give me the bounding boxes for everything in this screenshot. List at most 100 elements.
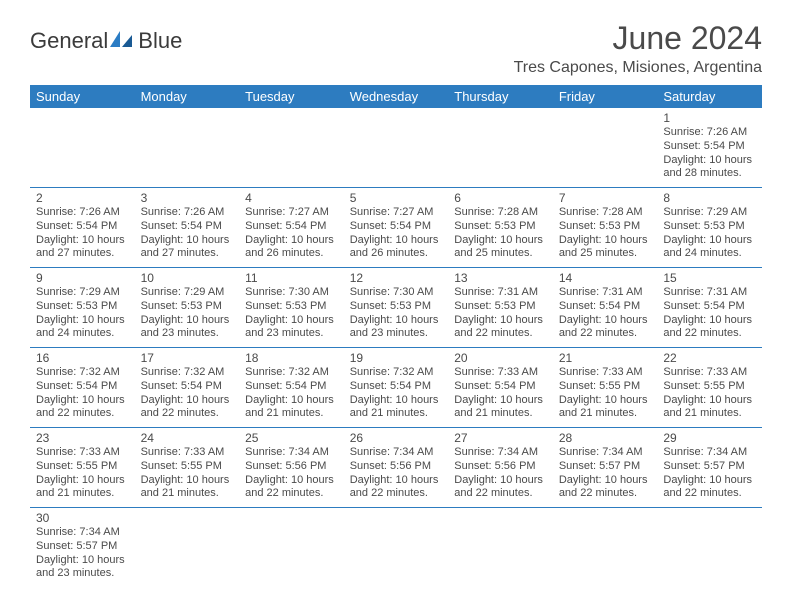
title-block: June 2024 Tres Capones, Misiones, Argent… (514, 20, 762, 77)
calendar-row: 2 Sunrise: 7:26 AMSunset: 5:54 PMDaylight… (30, 188, 762, 268)
dayhead-sat: Saturday (657, 85, 762, 108)
day-info: Sunrise: 7:32 AMSunset: 5:54 PMDaylight:… (245, 366, 338, 421)
day-cell: 6Sunrise: 7:28 AMSunset: 5:53 PMDaylight… (448, 188, 553, 268)
day-number: 9 (36, 271, 129, 285)
empty-cell (239, 108, 344, 188)
day-number: 1 (663, 111, 756, 125)
day-info: Sunrise: 7:32 AMSunset: 5:54 PMDaylight:… (350, 366, 443, 421)
day-number: 27 (454, 431, 547, 445)
dayhead-mon: Monday (135, 85, 240, 108)
day-info: Sunrise: 7:27 AMSunset: 5:54 PMDaylight:… (350, 206, 443, 261)
day-number: 21 (559, 351, 652, 365)
day-info: Sunrise: 7:34 AMSunset: 5:57 PMDaylight:… (559, 446, 652, 501)
calendar-row: 9Sunrise: 7:29 AMSunset: 5:53 PMDaylight… (30, 268, 762, 348)
day-cell: 22Sunrise: 7:33 AMSunset: 5:55 PMDayligh… (657, 348, 762, 428)
day-number: 8 (663, 191, 756, 205)
day-info: Sunrise: 7:34 AMSunset: 5:56 PMDaylight:… (245, 446, 338, 501)
day-info: Sunrise: 7:33 AMSunset: 5:55 PMDaylight:… (559, 366, 652, 421)
dayhead-sun: Sunday (30, 85, 135, 108)
day-number: 7 (559, 191, 652, 205)
day-number: 16 (36, 351, 129, 365)
day-cell: 30Sunrise: 7:34 AMSunset: 5:57 PMDayligh… (30, 508, 135, 588)
calendar-row: 1Sunrise: 7:26 AMSunset: 5:54 PMDaylight… (30, 108, 762, 188)
day-number: 12 (350, 271, 443, 285)
day-info: Sunrise: 7:31 AMSunset: 5:54 PMDaylight:… (559, 286, 652, 341)
day-number: 30 (36, 511, 129, 525)
day-number: 10 (141, 271, 234, 285)
day-cell: 28Sunrise: 7:34 AMSunset: 5:57 PMDayligh… (553, 428, 658, 508)
header: General Blue June 2024 Tres Capones, Mis… (30, 20, 762, 77)
day-info: Sunrise: 7:33 AMSunset: 5:54 PMDaylight:… (454, 366, 547, 421)
empty-cell (344, 508, 449, 588)
empty-cell (448, 508, 553, 588)
day-info: Sunrise: 7:31 AMSunset: 5:54 PMDaylight:… (663, 286, 756, 341)
day-cell: 20Sunrise: 7:33 AMSunset: 5:54 PMDayligh… (448, 348, 553, 428)
day-info: Sunrise: 7:34 AMSunset: 5:57 PMDaylight:… (36, 526, 129, 581)
dayhead-tue: Tuesday (239, 85, 344, 108)
day-number: 18 (245, 351, 338, 365)
day-number: 28 (559, 431, 652, 445)
day-number: 22 (663, 351, 756, 365)
day-cell: 7Sunrise: 7:28 AMSunset: 5:53 PMDaylight… (553, 188, 658, 268)
day-number: 25 (245, 431, 338, 445)
day-number: 5 (350, 191, 443, 205)
day-info: Sunrise: 7:30 AMSunset: 5:53 PMDaylight:… (350, 286, 443, 341)
month-title: June 2024 (514, 20, 762, 57)
day-cell: 2Sunrise: 7:26 AMSunset: 5:54 PMDaylight… (30, 188, 135, 268)
day-cell: 3Sunrise: 7:26 AMSunset: 5:54 PMDaylight… (135, 188, 240, 268)
day-info: Sunrise: 7:29 AMSunset: 5:53 PMDaylight:… (141, 286, 234, 341)
day-number: 13 (454, 271, 547, 285)
day-info: Sunrise: 7:34 AMSunset: 5:57 PMDaylight:… (663, 446, 756, 501)
day-info: Sunrise: 7:33 AMSunset: 5:55 PMDaylight:… (141, 446, 234, 501)
day-info: Sunrise: 7:32 AMSunset: 5:54 PMDaylight:… (36, 366, 129, 421)
logo-text-blue: Blue (138, 28, 182, 54)
day-info: Sunrise: 7:28 AMSunset: 5:53 PMDaylight:… (454, 206, 547, 261)
calendar-row: 23Sunrise: 7:33 AMSunset: 5:55 PMDayligh… (30, 428, 762, 508)
day-info: Sunrise: 7:31 AMSunset: 5:53 PMDaylight:… (454, 286, 547, 341)
day-info: Sunrise: 7:34 AMSunset: 5:56 PMDaylight:… (350, 446, 443, 501)
day-info: Sunrise: 7:30 AMSunset: 5:53 PMDaylight:… (245, 286, 338, 341)
day-info: Sunrise: 7:26 AMSunset: 5:54 PMDaylight:… (663, 126, 756, 181)
day-cell: 25Sunrise: 7:34 AMSunset: 5:56 PMDayligh… (239, 428, 344, 508)
day-cell: 16Sunrise: 7:32 AMSunset: 5:54 PMDayligh… (30, 348, 135, 428)
day-number: 19 (350, 351, 443, 365)
empty-cell (448, 108, 553, 188)
day-info: Sunrise: 7:32 AMSunset: 5:54 PMDaylight:… (141, 366, 234, 421)
empty-cell (135, 108, 240, 188)
dayhead-fri: Friday (553, 85, 658, 108)
day-number: 24 (141, 431, 234, 445)
day-cell: 9Sunrise: 7:29 AMSunset: 5:53 PMDaylight… (30, 268, 135, 348)
day-cell: 29Sunrise: 7:34 AMSunset: 5:57 PMDayligh… (657, 428, 762, 508)
day-info: Sunrise: 7:26 AMSunset: 5:54 PMDaylight:… (141, 206, 234, 261)
day-cell: 14Sunrise: 7:31 AMSunset: 5:54 PMDayligh… (553, 268, 658, 348)
day-cell: 21Sunrise: 7:33 AMSunset: 5:55 PMDayligh… (553, 348, 658, 428)
day-info: Sunrise: 7:34 AMSunset: 5:56 PMDaylight:… (454, 446, 547, 501)
day-cell: 1Sunrise: 7:26 AMSunset: 5:54 PMDaylight… (657, 108, 762, 188)
calendar-body: 1Sunrise: 7:26 AMSunset: 5:54 PMDaylight… (30, 108, 762, 587)
day-info: Sunrise: 7:27 AMSunset: 5:54 PMDaylight:… (245, 206, 338, 261)
empty-cell (657, 508, 762, 588)
day-cell: 23Sunrise: 7:33 AMSunset: 5:55 PMDayligh… (30, 428, 135, 508)
day-cell: 18Sunrise: 7:32 AMSunset: 5:54 PMDayligh… (239, 348, 344, 428)
day-cell: 24Sunrise: 7:33 AMSunset: 5:55 PMDayligh… (135, 428, 240, 508)
day-number: 17 (141, 351, 234, 365)
day-number: 3 (141, 191, 234, 205)
day-cell: 15Sunrise: 7:31 AMSunset: 5:54 PMDayligh… (657, 268, 762, 348)
day-number: 6 (454, 191, 547, 205)
day-cell: 12Sunrise: 7:30 AMSunset: 5:53 PMDayligh… (344, 268, 449, 348)
day-info: Sunrise: 7:33 AMSunset: 5:55 PMDaylight:… (36, 446, 129, 501)
day-number: 20 (454, 351, 547, 365)
day-cell: 8Sunrise: 7:29 AMSunset: 5:53 PMDaylight… (657, 188, 762, 268)
empty-cell (239, 508, 344, 588)
logo: General Blue (30, 28, 182, 54)
empty-cell (553, 508, 658, 588)
day-number: 4 (245, 191, 338, 205)
day-info: Sunrise: 7:29 AMSunset: 5:53 PMDaylight:… (36, 286, 129, 341)
day-info: Sunrise: 7:33 AMSunset: 5:55 PMDaylight:… (663, 366, 756, 421)
day-number: 2 (36, 191, 129, 205)
calendar-table: Sunday Monday Tuesday Wednesday Thursday… (30, 85, 762, 587)
day-number: 26 (350, 431, 443, 445)
empty-cell (553, 108, 658, 188)
day-cell: 19Sunrise: 7:32 AMSunset: 5:54 PMDayligh… (344, 348, 449, 428)
location-text: Tres Capones, Misiones, Argentina (514, 59, 762, 77)
